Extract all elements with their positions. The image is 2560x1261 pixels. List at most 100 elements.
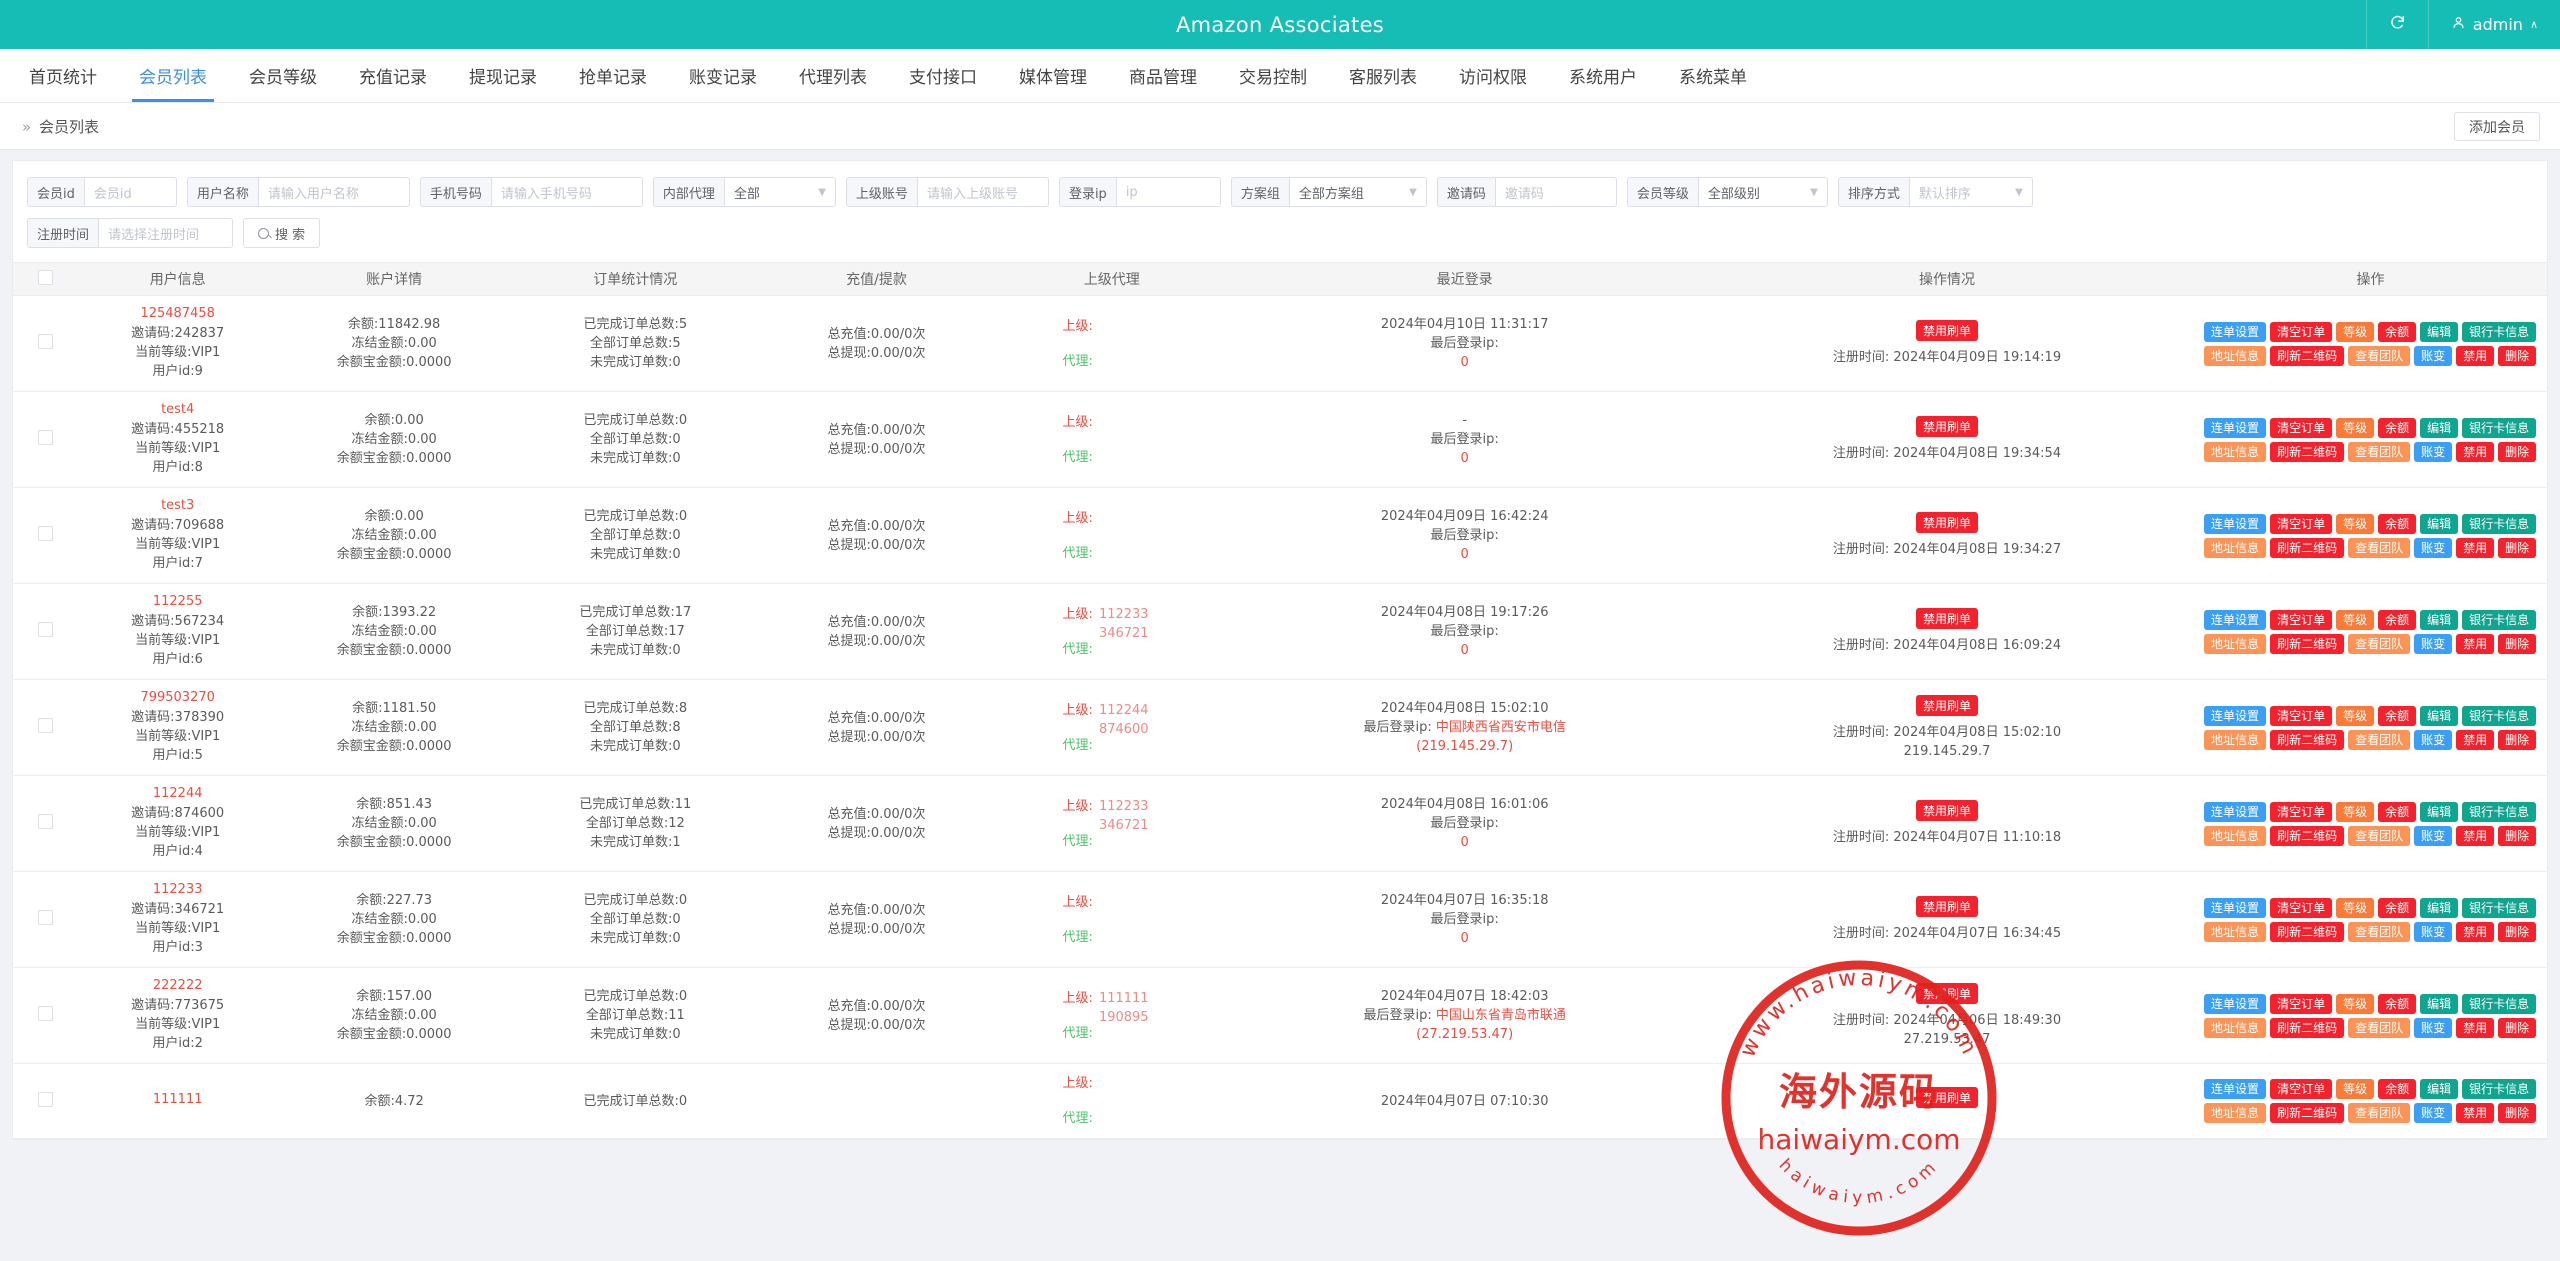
action-button-8[interactable]: 查看团队 <box>2348 729 2411 750</box>
invite-code-input[interactable]: 邀请码 <box>1494 177 1617 207</box>
action-button-8[interactable]: 查看团队 <box>2348 441 2411 462</box>
action-button-1[interactable]: 清空订单 <box>2270 1079 2333 1099</box>
action-button-5[interactable]: 银行卡信息 <box>2462 1079 2537 1099</box>
action-button-11[interactable]: 删除 <box>2498 345 2537 366</box>
action-button-6[interactable]: 地址信息 <box>2204 633 2267 654</box>
nav-item-8[interactable]: 支付接口 <box>888 49 998 102</box>
action-button-8[interactable]: 查看团队 <box>2348 1017 2411 1038</box>
action-button-0[interactable]: 连单设置 <box>2204 609 2267 630</box>
action-button-8[interactable]: 查看团队 <box>2348 1103 2411 1123</box>
action-button-2[interactable]: 等级 <box>2336 705 2375 726</box>
action-button-11[interactable]: 删除 <box>2498 1017 2537 1038</box>
action-button-6[interactable]: 地址信息 <box>2204 1103 2267 1123</box>
action-button-2[interactable]: 等级 <box>2336 1079 2375 1099</box>
action-button-6[interactable]: 地址信息 <box>2204 345 2267 366</box>
action-button-2[interactable]: 等级 <box>2336 321 2375 342</box>
nav-item-12[interactable]: 客服列表 <box>1328 49 1438 102</box>
sort-mode-select[interactable]: 默认排序 ▼ <box>1908 177 2033 207</box>
action-button-9[interactable]: 账变 <box>2414 537 2453 558</box>
action-button-3[interactable]: 余额 <box>2378 321 2417 342</box>
action-button-3[interactable]: 余额 <box>2378 417 2417 438</box>
action-button-9[interactable]: 账变 <box>2414 633 2453 654</box>
action-button-9[interactable]: 账变 <box>2414 825 2453 846</box>
action-button-8[interactable]: 查看团队 <box>2348 633 2411 654</box>
action-button-9[interactable]: 账变 <box>2414 345 2453 366</box>
action-button-6[interactable]: 地址信息 <box>2204 1017 2267 1038</box>
action-button-3[interactable]: 余额 <box>2378 1079 2417 1099</box>
action-button-9[interactable]: 账变 <box>2414 921 2453 942</box>
action-button-11[interactable]: 删除 <box>2498 825 2537 846</box>
action-button-7[interactable]: 刷新二维码 <box>2270 345 2345 366</box>
action-button-1[interactable]: 清空订单 <box>2270 993 2333 1014</box>
nav-item-9[interactable]: 媒体管理 <box>998 49 1108 102</box>
row-checkbox[interactable] <box>38 334 54 349</box>
action-button-2[interactable]: 等级 <box>2336 417 2375 438</box>
login-ip-input[interactable]: ip <box>1115 177 1221 207</box>
nav-item-2[interactable]: 会员等级 <box>228 49 338 102</box>
action-button-0[interactable]: 连单设置 <box>2204 705 2267 726</box>
action-button-3[interactable]: 余额 <box>2378 993 2417 1014</box>
user-menu-button[interactable]: admin ∧ <box>2427 0 2560 49</box>
action-button-8[interactable]: 查看团队 <box>2348 921 2411 942</box>
action-button-7[interactable]: 刷新二维码 <box>2270 633 2345 654</box>
action-button-1[interactable]: 清空订单 <box>2270 897 2333 918</box>
action-button-1[interactable]: 清空订单 <box>2270 801 2333 822</box>
action-button-1[interactable]: 清空订单 <box>2270 513 2333 534</box>
action-button-11[interactable]: 删除 <box>2498 921 2537 942</box>
action-button-4[interactable]: 编辑 <box>2420 1079 2459 1099</box>
reg-time-input[interactable]: 请选择注册时间 <box>98 218 234 248</box>
action-button-6[interactable]: 地址信息 <box>2204 441 2267 462</box>
action-button-0[interactable]: 连单设置 <box>2204 897 2267 918</box>
action-button-1[interactable]: 清空订单 <box>2270 705 2333 726</box>
plan-group-select[interactable]: 全部方案组 ▼ <box>1288 177 1427 207</box>
action-button-0[interactable]: 连单设置 <box>2204 801 2267 822</box>
action-button-3[interactable]: 余额 <box>2378 513 2417 534</box>
row-checkbox[interactable] <box>38 814 54 829</box>
action-button-5[interactable]: 银行卡信息 <box>2462 321 2537 342</box>
member-level-select[interactable]: 全部级别 ▼ <box>1697 177 1828 207</box>
action-button-1[interactable]: 清空订单 <box>2270 609 2333 630</box>
action-button-5[interactable]: 银行卡信息 <box>2462 513 2537 534</box>
action-button-2[interactable]: 等级 <box>2336 801 2375 822</box>
action-button-3[interactable]: 余额 <box>2378 801 2417 822</box>
action-button-0[interactable]: 连单设置 <box>2204 993 2267 1014</box>
nav-item-11[interactable]: 交易控制 <box>1218 49 1328 102</box>
nav-item-14[interactable]: 系统用户 <box>1548 49 1658 102</box>
action-button-4[interactable]: 编辑 <box>2420 897 2459 918</box>
action-button-0[interactable]: 连单设置 <box>2204 513 2267 534</box>
action-button-5[interactable]: 银行卡信息 <box>2462 705 2537 726</box>
action-button-8[interactable]: 查看团队 <box>2348 825 2411 846</box>
action-button-10[interactable]: 禁用 <box>2456 537 2495 558</box>
nav-item-4[interactable]: 提现记录 <box>448 49 558 102</box>
action-button-11[interactable]: 删除 <box>2498 537 2537 558</box>
row-checkbox[interactable] <box>38 910 54 925</box>
action-button-4[interactable]: 编辑 <box>2420 801 2459 822</box>
nav-item-7[interactable]: 代理列表 <box>778 49 888 102</box>
action-button-10[interactable]: 禁用 <box>2456 729 2495 750</box>
nav-item-3[interactable]: 充值记录 <box>338 49 448 102</box>
nav-item-13[interactable]: 访问权限 <box>1438 49 1548 102</box>
row-checkbox[interactable] <box>38 1006 54 1021</box>
action-button-11[interactable]: 删除 <box>2498 441 2537 462</box>
row-checkbox[interactable] <box>38 1091 54 1107</box>
action-button-7[interactable]: 刷新二维码 <box>2270 1103 2345 1123</box>
row-checkbox[interactable] <box>38 526 54 541</box>
action-button-5[interactable]: 银行卡信息 <box>2462 993 2537 1014</box>
action-button-5[interactable]: 银行卡信息 <box>2462 417 2537 438</box>
action-button-5[interactable]: 银行卡信息 <box>2462 897 2537 918</box>
action-button-10[interactable]: 禁用 <box>2456 633 2495 654</box>
action-button-6[interactable]: 地址信息 <box>2204 825 2267 846</box>
action-button-8[interactable]: 查看团队 <box>2348 537 2411 558</box>
action-button-10[interactable]: 禁用 <box>2456 921 2495 942</box>
action-button-10[interactable]: 禁用 <box>2456 1103 2495 1123</box>
action-button-6[interactable]: 地址信息 <box>2204 921 2267 942</box>
action-button-3[interactable]: 余额 <box>2378 897 2417 918</box>
action-button-10[interactable]: 禁用 <box>2456 441 2495 462</box>
action-button-4[interactable]: 编辑 <box>2420 513 2459 534</box>
action-button-4[interactable]: 编辑 <box>2420 417 2459 438</box>
action-button-2[interactable]: 等级 <box>2336 513 2375 534</box>
action-button-4[interactable]: 编辑 <box>2420 321 2459 342</box>
action-button-7[interactable]: 刷新二维码 <box>2270 921 2345 942</box>
action-button-3[interactable]: 余额 <box>2378 705 2417 726</box>
action-button-0[interactable]: 连单设置 <box>2204 321 2267 342</box>
